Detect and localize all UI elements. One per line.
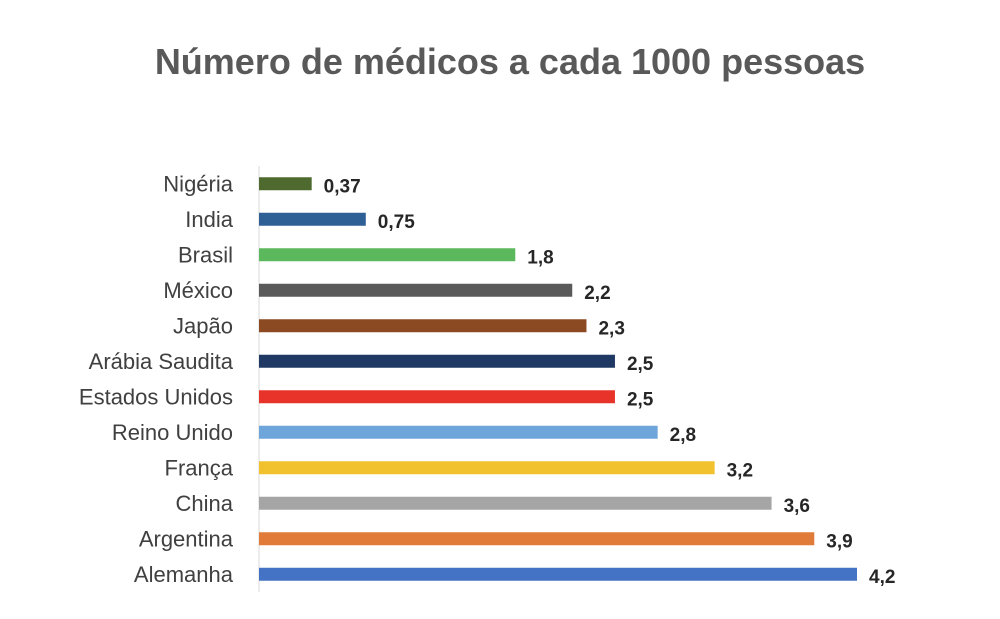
bar (259, 283, 573, 297)
category-label: México (163, 278, 233, 303)
category-label: Nigéria (163, 171, 233, 196)
bar (259, 461, 715, 475)
bar (259, 390, 615, 404)
data-label: 4,2 (869, 567, 895, 588)
data-label: 2,8 (670, 425, 696, 446)
category-label: Reino Unido (112, 420, 233, 445)
category-label: Alemanha (134, 562, 234, 587)
category-label: Arábia Saudita (89, 349, 234, 374)
data-label: 0,75 (378, 212, 415, 233)
data-label: 0,37 (324, 176, 361, 197)
bar (259, 354, 615, 368)
data-label: 2,5 (627, 389, 654, 410)
data-label: 3,6 (784, 496, 810, 517)
category-label: Estados Unidos (79, 384, 233, 409)
data-label: 3,9 (826, 531, 852, 552)
data-label: 2,2 (584, 283, 610, 304)
bar (259, 248, 516, 262)
category-label: China (176, 491, 234, 516)
chart-title: Número de médicos a cada 1000 pessoas (154, 41, 866, 82)
bar (259, 567, 857, 581)
category-label: Japão (173, 313, 233, 338)
bar (259, 212, 366, 226)
bar (259, 496, 772, 510)
bar (259, 319, 587, 333)
category-label: Brasil (178, 242, 233, 267)
category-label: India (185, 207, 233, 232)
data-label: 1,8 (527, 247, 553, 268)
data-label: 2,5 (627, 354, 654, 375)
bar (259, 425, 658, 439)
bar (259, 532, 815, 546)
category-label: França (165, 455, 234, 480)
data-label: 3,2 (727, 460, 753, 481)
bar (259, 177, 312, 191)
data-label: 2,3 (598, 318, 624, 339)
category-label: Argentina (139, 526, 234, 551)
